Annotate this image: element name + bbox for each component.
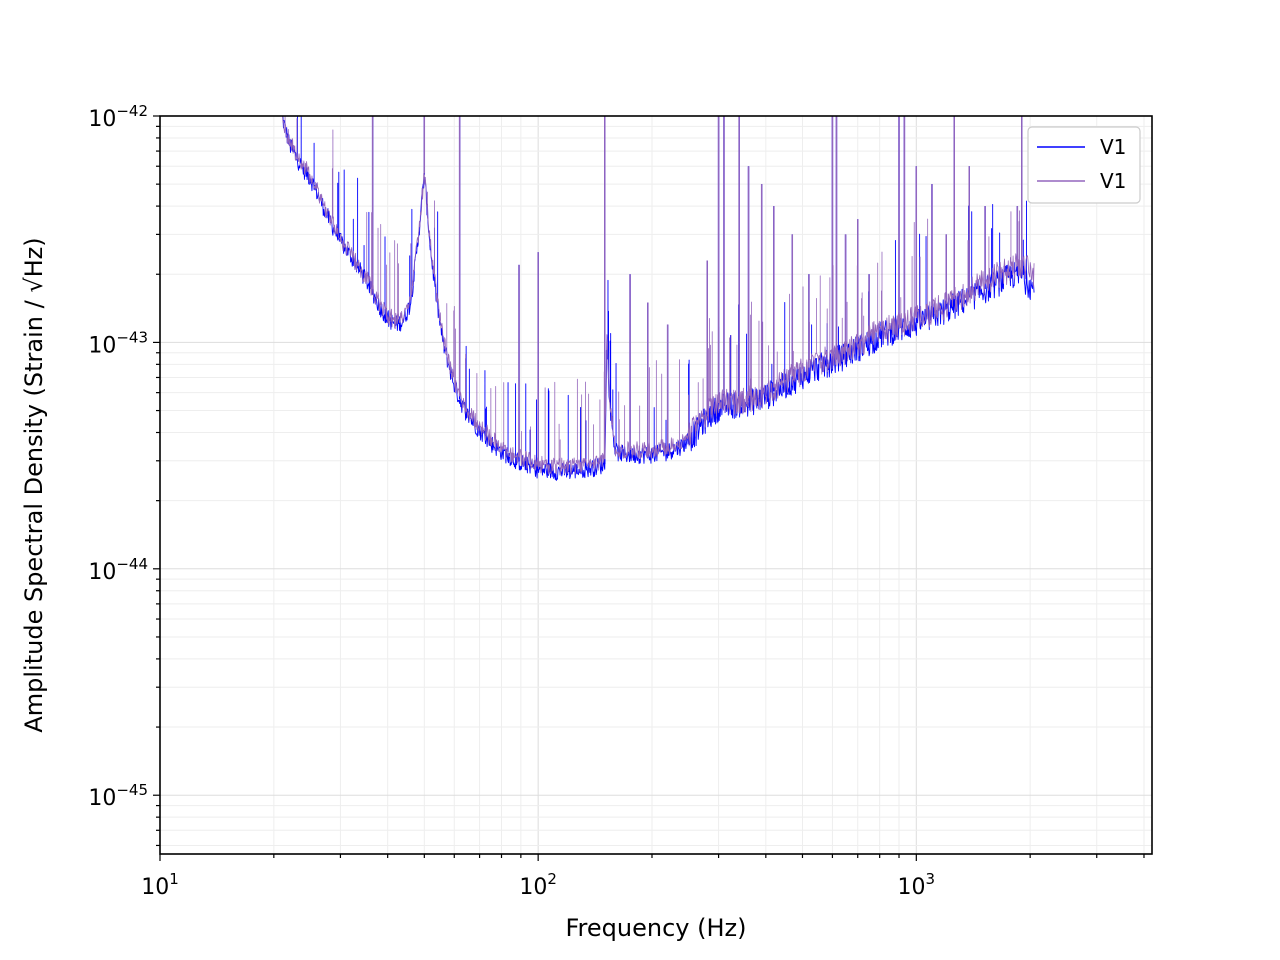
ticks: 101 102 103 10−42 10−43 10−44 10−45: [88, 102, 1145, 900]
y-tick-label: 10−42: [88, 102, 148, 132]
plot-frame: [159, 115, 1153, 855]
y-tick-label: 10−43: [88, 328, 148, 358]
x-tick-label: 103: [898, 870, 936, 900]
x-tick-label: 102: [519, 870, 557, 900]
y-axis-label: Amplitude Spectral Density (Strain / √Hz…: [20, 237, 48, 732]
legend-label-series-2: V1: [1100, 169, 1126, 193]
series-line-1: [282, 116, 1035, 481]
legend-box: [1027, 126, 1141, 204]
y-tick-label: 10−45: [88, 781, 148, 811]
x-tick-label: 101: [141, 870, 179, 900]
legend-label-series-1: V1: [1100, 135, 1126, 159]
legend: V1 V1: [1027, 126, 1141, 204]
series-line-2: [282, 116, 1035, 476]
series-layer: [282, 116, 1035, 481]
y-tick-label: 10−44: [88, 555, 148, 585]
x-axis-label: Frequency (Hz): [566, 914, 747, 942]
